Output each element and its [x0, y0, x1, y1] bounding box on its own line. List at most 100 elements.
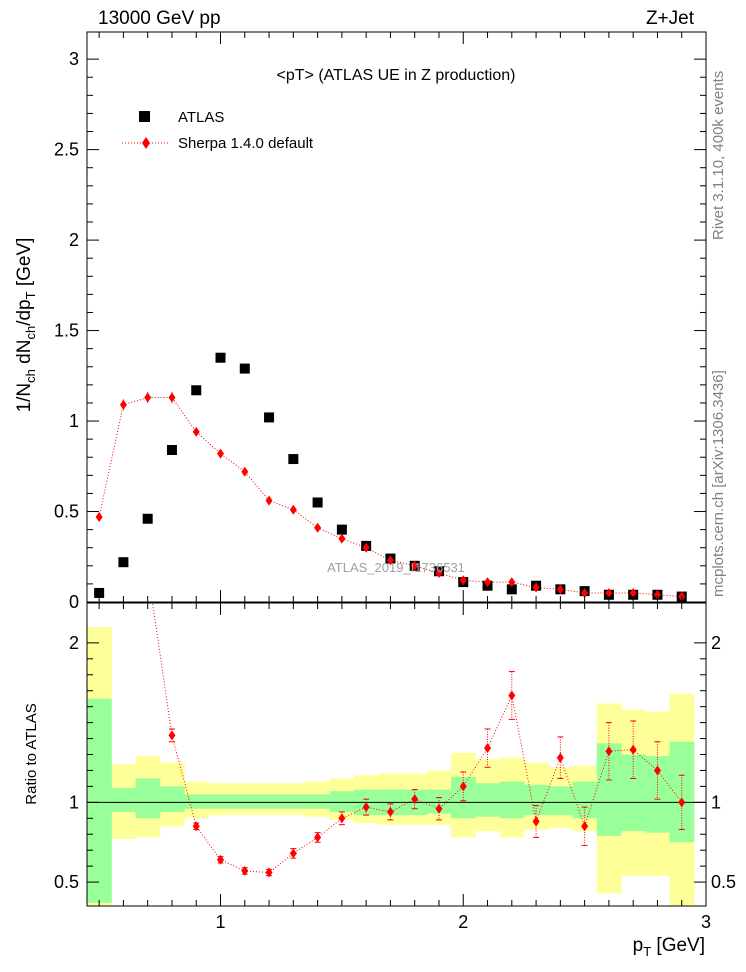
sherpa-point: [362, 542, 370, 553]
chart-title: <pT> (ATLAS UE in Z production): [277, 67, 516, 84]
main-ytick-label: 1.5: [54, 321, 79, 341]
sherpa-point: [605, 587, 613, 598]
sherpa-point: [386, 555, 394, 566]
ratio-ytick-label: 1: [69, 792, 79, 812]
sherpa-point: [95, 511, 103, 522]
atlas-point: [94, 587, 105, 598]
ratio-point: [120, 175, 127, 185]
ratio-ytick-label: 0.5: [54, 872, 79, 892]
main-marks: [94, 352, 687, 602]
ratio-point: [338, 813, 346, 824]
ratio-point: [192, 821, 200, 832]
sherpa-point: [168, 392, 176, 403]
ratio-bands: [87, 626, 695, 906]
main-ytick-label: 2.5: [54, 140, 79, 160]
main-ytick-label: 2: [69, 230, 79, 250]
ratio-point: [289, 848, 297, 859]
atlas-point: [336, 524, 347, 535]
main-ytick-label: 0: [69, 592, 79, 612]
ratio-point: [629, 744, 637, 755]
sherpa-point: [556, 584, 564, 595]
sherpa-point: [653, 589, 661, 600]
uncertainty-band-inner: [475, 783, 501, 817]
sherpa-point: [581, 587, 589, 598]
sherpa-point: [411, 560, 419, 571]
ratio-point: [362, 802, 370, 813]
ratio-ytick-label: 2: [69, 633, 79, 653]
uncertainty-band-inner: [596, 743, 622, 836]
mcplots-label: mcplots.cern.ch [arXiv:1306.3436]: [710, 370, 727, 597]
x-axis: 1 2 3: [98, 603, 711, 932]
atlas-point: [215, 352, 226, 363]
main-ytick-label: 0.5: [54, 502, 79, 522]
uncertainty-band-inner: [111, 787, 137, 812]
sherpa-point: [629, 587, 637, 598]
uncertainty-band-inner: [621, 754, 646, 832]
legend-atlas-marker: [139, 111, 150, 122]
ratio-marks: [120, 175, 686, 878]
sherpa-point: [508, 577, 516, 588]
uncertainty-band-inner: [499, 781, 525, 819]
ratio-ytick-label-right: 2: [711, 633, 721, 653]
sherpa-point: [338, 533, 346, 544]
sherpa-point: [241, 466, 249, 477]
legend: ATLAS Sherpa 1.4.0 default: [122, 109, 314, 152]
atlas-point: [166, 445, 177, 455]
ratio-point: [556, 752, 564, 763]
x-tick-label: 2: [458, 912, 468, 932]
sherpa-point: [435, 568, 443, 579]
sherpa-point: [192, 426, 200, 437]
ratio-ytick-label-right: 0.5: [711, 872, 736, 892]
ratio-line: [152, 603, 683, 874]
ratio-point: [605, 746, 613, 757]
sherpa-point: [265, 495, 273, 506]
main-y-axis: 0 0.5 1 1.5 2 2.5 3: [54, 32, 706, 612]
atlas-point: [191, 385, 202, 396]
ratio-point: [411, 794, 419, 805]
ratio-point: [653, 765, 661, 776]
ratio-point: [581, 821, 589, 832]
sherpa-point: [289, 504, 297, 515]
uncertainty-band-inner: [669, 741, 695, 843]
ratio-point: [678, 797, 686, 808]
header-left: 13000 GeV pp: [98, 8, 221, 29]
uncertainty-band-inner: [523, 784, 549, 816]
atlas-point: [239, 363, 250, 374]
uncertainty-band-inner: [135, 778, 161, 819]
sherpa-point: [119, 399, 127, 410]
x-tick-label: 3: [701, 912, 711, 932]
ratio-point: [168, 730, 176, 741]
ratio-point: [241, 865, 249, 876]
ratio-point: [265, 867, 273, 878]
ratio-ytick-label-right: 1: [711, 792, 721, 812]
main-ytick-label: 3: [69, 49, 79, 69]
uncertainty-band-inner: [426, 789, 452, 814]
uncertainty-band-inner: [548, 786, 573, 816]
x-axis-label: pT [GeV]: [633, 935, 705, 959]
ratio-point: [459, 781, 467, 792]
uncertainty-band-inner: [232, 794, 258, 809]
legend-atlas-label: ATLAS: [178, 109, 224, 126]
ratio-point: [435, 803, 443, 814]
ratio-point: [314, 832, 322, 843]
legend-sherpa-marker: [142, 137, 150, 149]
ratio-point: [144, 565, 151, 575]
uncertainty-band-inner: [329, 791, 355, 812]
uncertainty-band-inner: [159, 786, 185, 812]
ratio-point: [484, 743, 492, 754]
ratio-y-axis: 0.5 0.5 1 1 2 2: [54, 633, 736, 892]
legend-sherpa-label: Sherpa 1.4.0 default: [178, 135, 314, 152]
x-tick-label: 1: [216, 912, 226, 932]
atlas-point: [288, 454, 299, 465]
rivet-label: Rivet 3.1.10, 400k events: [710, 71, 727, 240]
ratio-y-label: Ratio to ATLAS: [23, 703, 40, 804]
sherpa-point: [459, 575, 467, 586]
ratio-point: [532, 816, 540, 827]
atlas-point: [118, 557, 129, 568]
atlas-point: [312, 497, 323, 508]
ratio-point: [217, 854, 225, 865]
sherpa-point: [314, 522, 322, 533]
watermark: ATLAS_2019_I1736531: [327, 560, 465, 575]
uncertainty-band-inner: [305, 794, 331, 809]
